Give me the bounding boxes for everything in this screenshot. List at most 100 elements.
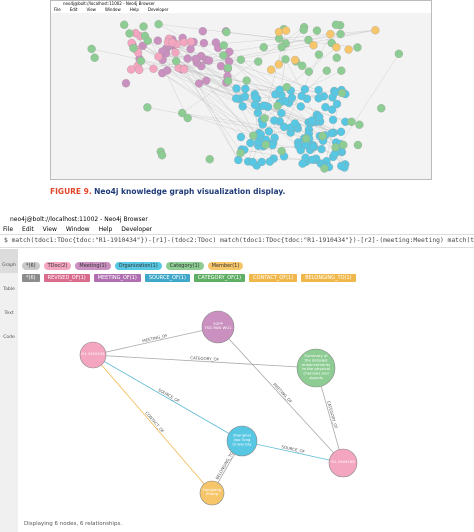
edge-label: MEETING_OF	[272, 382, 294, 405]
top-node	[191, 54, 200, 64]
top-edge	[141, 60, 280, 90]
top-node	[318, 131, 327, 141]
menu-item: View	[86, 7, 96, 12]
node	[79, 341, 107, 369]
top-node	[314, 85, 323, 95]
top-node	[273, 101, 282, 110]
top-node	[87, 44, 96, 54]
top-node	[171, 48, 180, 57]
top-node	[331, 143, 340, 152]
top-node	[322, 66, 331, 75]
top-edge	[277, 105, 334, 133]
top-node	[274, 27, 284, 37]
sidebar-tab: Text	[0, 297, 18, 321]
top-edge	[178, 67, 360, 125]
top-node	[298, 61, 307, 70]
top-node	[259, 101, 268, 110]
top-node	[199, 38, 209, 48]
top-node	[332, 53, 341, 62]
sidebar: Graph Table Text Code	[0, 249, 18, 532]
top-node	[355, 120, 364, 129]
rel-chips: *(6) REVISED_OF(1) MEETING_OF(1) SOURCE_OF(…	[22, 264, 360, 283]
node-label-line: enhancements	[302, 362, 330, 367]
top-node	[125, 29, 134, 38]
top-node	[236, 148, 245, 158]
top-node	[299, 25, 308, 34]
top-node	[257, 157, 266, 167]
top-node	[236, 132, 246, 142]
top-edge	[170, 44, 239, 161]
top-node	[371, 26, 380, 35]
top-node	[300, 85, 310, 94]
top-node	[223, 63, 233, 72]
top-node	[332, 43, 341, 52]
top-node	[326, 29, 335, 39]
top-node	[298, 159, 307, 168]
top-node	[336, 127, 346, 136]
node-label: R1-1909168	[331, 459, 355, 464]
top-edge	[182, 112, 326, 136]
sidebar-label: Table	[3, 287, 15, 292]
top-node	[275, 85, 284, 94]
top-node	[347, 117, 356, 126]
node-label-line: R1-1909168	[331, 459, 355, 464]
node-label-line: to the physical	[302, 366, 330, 371]
top-node	[139, 22, 148, 31]
top-node	[260, 114, 269, 123]
node-chip: TDoc(2)	[43, 262, 72, 270]
node-label-line: Summary of	[304, 353, 328, 358]
node-chip: *(6)	[22, 262, 40, 270]
sidebar-label: Graph	[2, 263, 16, 268]
top-node	[308, 155, 317, 164]
top-node	[242, 76, 251, 85]
top-node	[290, 119, 300, 128]
edge-label: CATEGORY_OF	[190, 355, 220, 362]
menu-item: Help	[129, 7, 139, 12]
node-chips: *(6) TDoc(2) Meeting(1) Organization(1) Cate…	[22, 252, 247, 271]
edge	[241, 440, 344, 464]
top-node	[394, 49, 404, 58]
menu-item: File	[3, 226, 14, 233]
edge-label: MEETING_OF	[142, 333, 169, 344]
edge	[217, 326, 344, 464]
sidebar-label: Code	[3, 335, 15, 340]
menu-item: Developer	[147, 7, 169, 12]
rel-chip: *(6)	[22, 274, 40, 282]
top-node	[216, 61, 226, 71]
top-node	[256, 130, 265, 139]
top-node	[261, 140, 270, 149]
top-node	[186, 44, 195, 54]
top-edge	[158, 24, 280, 39]
edge-label: CONTACT_OF	[144, 410, 165, 434]
rel-chip: MEETING_OF(1)	[93, 274, 141, 282]
edge	[92, 354, 213, 494]
caption-label: FIGURE 9.	[50, 187, 92, 196]
top-node	[153, 36, 162, 45]
node-label-line: 3GPP	[213, 321, 224, 326]
top-node	[135, 65, 144, 75]
top-node	[127, 65, 136, 74]
top-node	[290, 55, 300, 65]
top-node	[336, 29, 345, 39]
rel-chip: REVISED_OF(1)	[43, 274, 90, 282]
top-node	[248, 157, 257, 167]
top-node	[183, 54, 192, 63]
menu-item: Edit	[69, 7, 78, 12]
sidebar-label: Text	[4, 311, 14, 316]
top-node	[280, 122, 289, 132]
top-node	[377, 104, 386, 113]
top-node	[315, 112, 324, 122]
top-node	[163, 66, 172, 75]
query-bar[interactable]: $ match(tdoc1:TDoc{tdoc:"R1-1910434"})-[…	[0, 234, 474, 248]
rel-chip: SOURCE_OF(1)	[144, 274, 190, 282]
top-node	[274, 60, 284, 69]
top-node	[231, 94, 241, 103]
menu-item: Edit	[22, 226, 34, 233]
node	[201, 310, 235, 344]
sidebar-tab: Code	[0, 321, 18, 345]
top-node	[344, 45, 353, 54]
top-edge	[181, 69, 249, 162]
top-node	[121, 79, 131, 88]
top-node	[205, 155, 214, 164]
top-node	[282, 82, 291, 92]
